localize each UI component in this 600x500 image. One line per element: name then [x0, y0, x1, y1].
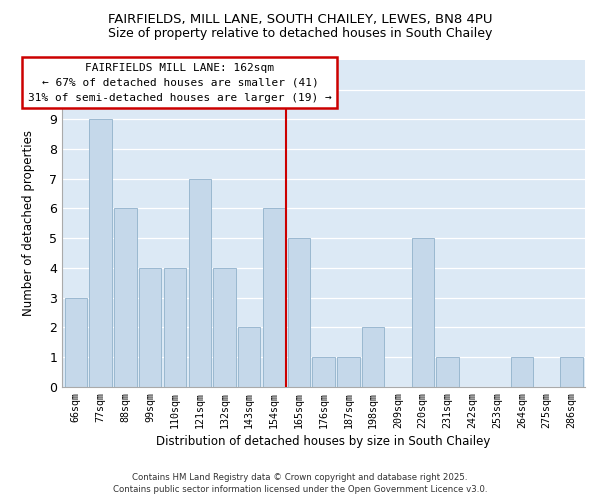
Text: FAIRFIELDS MILL LANE: 162sqm
← 67% of detached houses are smaller (41)
31% of se: FAIRFIELDS MILL LANE: 162sqm ← 67% of de…	[28, 63, 332, 102]
Bar	[214, 268, 236, 386]
Bar	[560, 357, 583, 386]
Bar	[89, 120, 112, 386]
Bar	[511, 357, 533, 386]
X-axis label: Distribution of detached houses by size in South Chailey: Distribution of detached houses by size …	[157, 434, 491, 448]
Y-axis label: Number of detached properties: Number of detached properties	[22, 130, 35, 316]
Bar	[65, 298, 87, 386]
Bar	[238, 328, 260, 386]
Bar	[188, 179, 211, 386]
Bar	[139, 268, 161, 386]
Text: Contains HM Land Registry data © Crown copyright and database right 2025.
Contai: Contains HM Land Registry data © Crown c…	[113, 472, 487, 494]
Bar	[114, 208, 137, 386]
Bar	[164, 268, 186, 386]
Bar	[313, 357, 335, 386]
Bar	[287, 238, 310, 386]
Bar	[337, 357, 359, 386]
Bar	[436, 357, 458, 386]
Text: Size of property relative to detached houses in South Chailey: Size of property relative to detached ho…	[108, 28, 492, 40]
Bar	[412, 238, 434, 386]
Bar	[263, 208, 285, 386]
Text: FAIRFIELDS, MILL LANE, SOUTH CHAILEY, LEWES, BN8 4PU: FAIRFIELDS, MILL LANE, SOUTH CHAILEY, LE…	[108, 12, 492, 26]
Bar	[362, 328, 385, 386]
